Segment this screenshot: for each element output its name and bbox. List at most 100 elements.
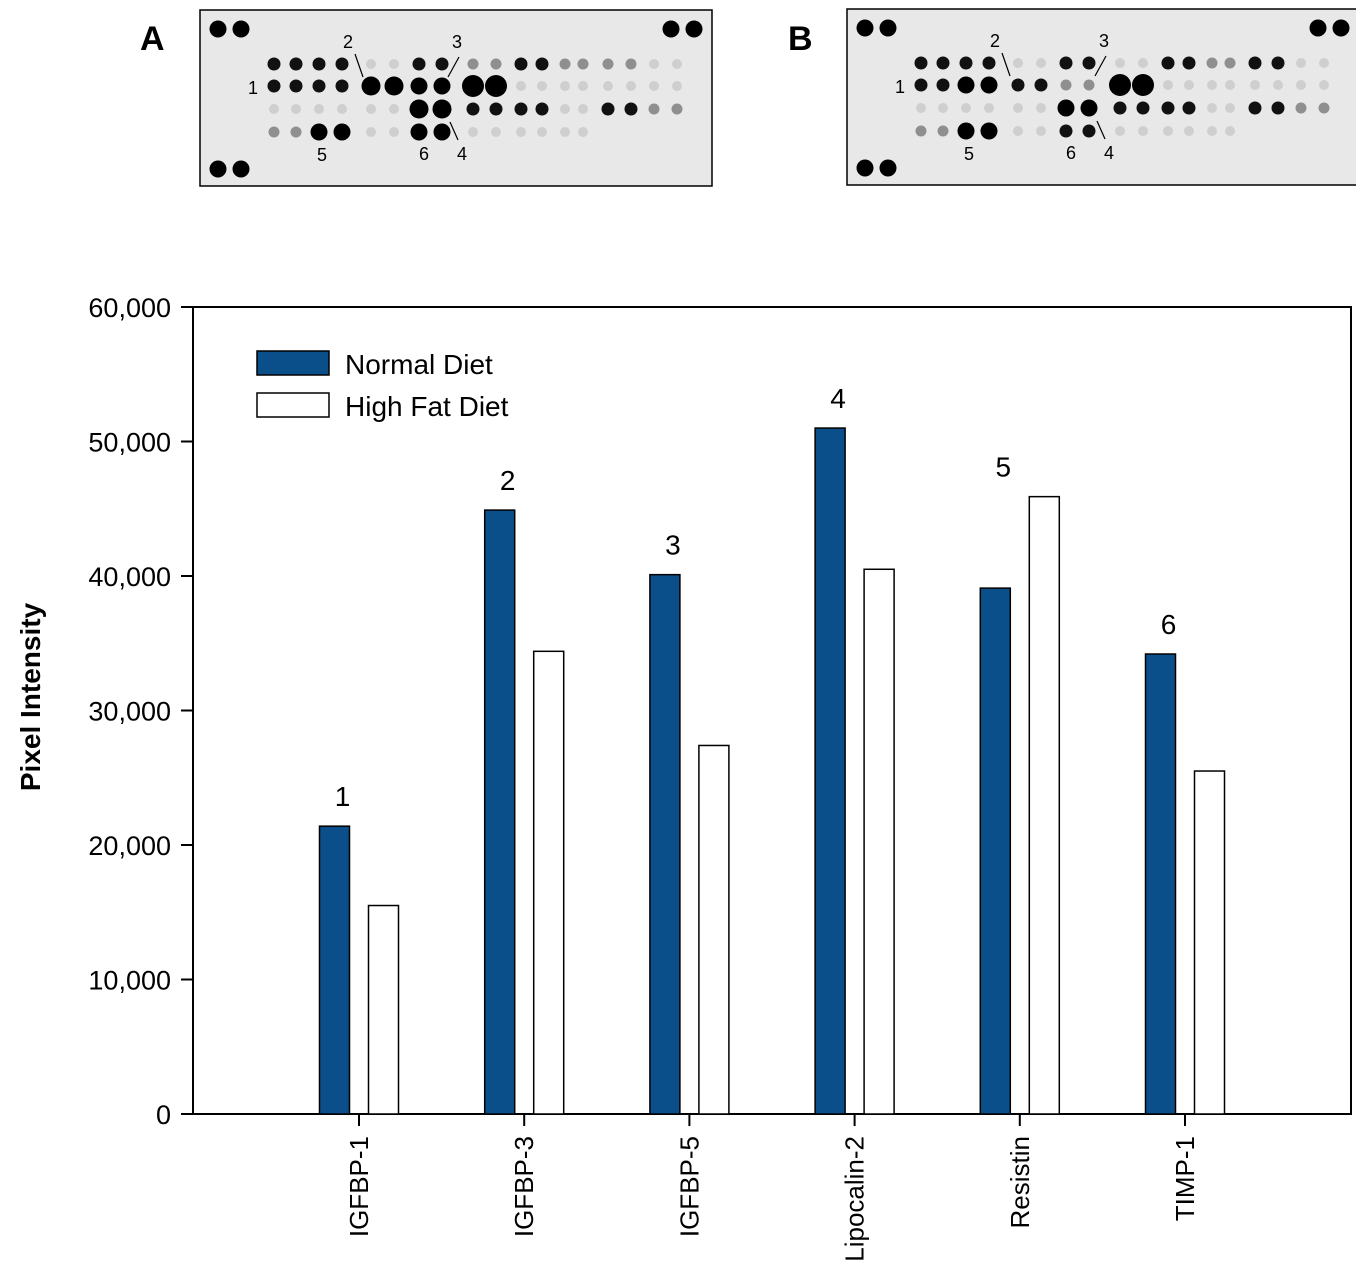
blot-spot	[467, 58, 479, 70]
blot-spot	[335, 57, 349, 71]
bar-annotation: 2	[500, 465, 516, 496]
blot-spot	[535, 102, 549, 116]
blot-spot	[1319, 58, 1329, 68]
blot-spot	[412, 57, 426, 71]
blot-spot	[984, 103, 994, 113]
bar-normal-diet	[814, 427, 846, 1115]
blot-spot	[1184, 126, 1194, 136]
blot-spot	[1224, 57, 1236, 69]
blot-spot	[209, 160, 227, 178]
blot-spot	[602, 58, 614, 70]
y-tick-label: 40,000	[88, 562, 171, 592]
blot-spot	[980, 122, 998, 140]
blot-spot-label: 3	[452, 32, 462, 52]
blot-leader-line	[1096, 120, 1106, 140]
blot-spot	[915, 125, 927, 137]
blot-spot	[1115, 126, 1125, 136]
blot-spot-label: 5	[964, 144, 974, 164]
y-tick-label: 60,000	[88, 293, 171, 323]
blot-spot	[1332, 19, 1350, 37]
blot-spot	[209, 20, 227, 38]
blot-spot-label: 2	[343, 32, 353, 52]
blot-spot	[389, 127, 399, 137]
blot-spot	[361, 76, 381, 96]
legend-swatch-normal-diet	[256, 350, 330, 376]
blot-spot	[914, 78, 928, 92]
blot-spot	[649, 81, 659, 91]
blot-spot	[314, 104, 324, 114]
blot-spot-label: 5	[317, 145, 327, 165]
bar-high-fat-diet	[863, 568, 895, 1115]
x-tick-label: IGFBP-1	[344, 1136, 374, 1237]
blot-spot	[879, 159, 897, 177]
x-tick-label: IGFBP-5	[674, 1136, 704, 1237]
blot-spot	[535, 57, 549, 71]
blot-spot	[560, 104, 570, 114]
y-tick-label: 50,000	[88, 428, 171, 458]
blot-spot	[389, 104, 399, 114]
blot-spot	[577, 58, 589, 70]
panel-letter-b: B	[788, 20, 813, 58]
blot-spot	[491, 127, 501, 137]
blot-spot	[490, 58, 502, 70]
blot-spot	[409, 99, 429, 119]
blot-spot	[1082, 124, 1096, 138]
blot-spot	[468, 127, 478, 137]
bar-high-fat-diet	[367, 904, 400, 1115]
x-tick-label: Lipocalin-2	[840, 1136, 870, 1262]
blot-spot	[1309, 19, 1327, 37]
blot-spot	[1036, 126, 1046, 136]
x-tick-label: Resistin	[1005, 1136, 1035, 1228]
blot-spot	[1136, 101, 1150, 115]
blot-spot	[1184, 80, 1194, 90]
blot-spot-label: 1	[895, 77, 905, 97]
blot-spot	[1036, 103, 1046, 113]
bar-normal-diet	[483, 509, 516, 1115]
blot-spot	[366, 104, 376, 114]
blot-spot	[433, 123, 451, 141]
y-tick-label: 0	[156, 1100, 171, 1130]
blot-leader-line	[449, 121, 459, 141]
legend-swatch-high-fat-diet	[256, 392, 330, 418]
blot-spot	[410, 77, 428, 95]
blot-spot-label: 6	[419, 144, 429, 164]
blot-membrane	[846, 8, 1356, 186]
blot-spot	[1225, 80, 1235, 90]
blot-spot	[1083, 79, 1095, 91]
blot-spot	[514, 57, 528, 71]
blot-spot	[410, 123, 428, 141]
bar-high-fat-diet	[1193, 770, 1226, 1115]
blot-spot	[1318, 102, 1330, 114]
plot-frame	[192, 306, 1352, 1115]
blot-spot	[560, 81, 570, 91]
blot-spot	[879, 19, 897, 37]
blot-leader-line	[354, 53, 364, 78]
blot-spot	[389, 59, 399, 69]
blot-panel-b: 1 2 3 4 5 6	[846, 8, 1356, 186]
blot-spot	[672, 81, 682, 91]
blot-spot	[1225, 103, 1235, 113]
blot-spot	[1132, 74, 1154, 96]
blot-spot	[624, 102, 638, 116]
blot-spot	[433, 77, 451, 95]
panel-letter-a: A	[140, 20, 165, 58]
blot-spot	[267, 57, 281, 71]
blot-spot	[1060, 79, 1072, 91]
blot-spot	[366, 59, 376, 69]
blot-spot	[335, 79, 349, 93]
blot-spot	[232, 160, 250, 178]
blot-spot	[1182, 101, 1196, 115]
blot-spot	[578, 104, 588, 114]
blot-spot	[649, 59, 659, 69]
blot-spot	[514, 102, 528, 116]
blot-spot	[938, 103, 948, 113]
blot-spot	[268, 126, 280, 138]
blot-spot	[1109, 74, 1131, 96]
blot-spot	[312, 57, 326, 71]
bar-annotations: 1 2 3 4 5 6	[335, 383, 1177, 812]
blot-spot-label: 2	[990, 31, 1000, 51]
legend-label-normal-diet: Normal Diet	[345, 349, 493, 380]
blot-spot	[856, 19, 874, 37]
blot-spot	[1013, 103, 1023, 113]
blot-membrane	[199, 9, 713, 187]
